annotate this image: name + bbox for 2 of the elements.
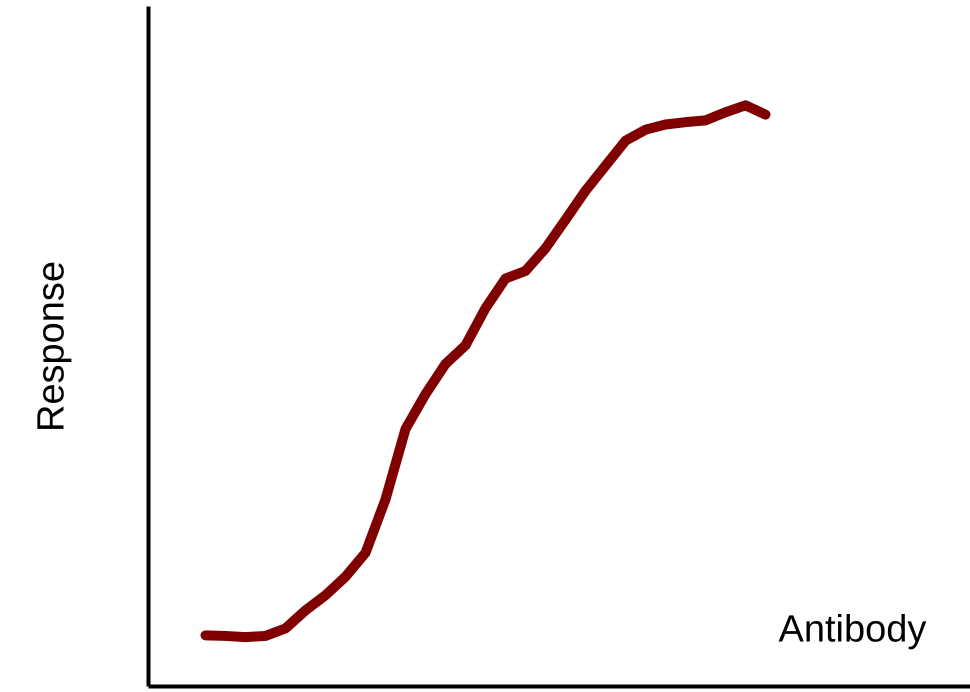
x-axis-title: Antibody: [778, 608, 926, 650]
y-axis-title: Response: [30, 260, 72, 432]
